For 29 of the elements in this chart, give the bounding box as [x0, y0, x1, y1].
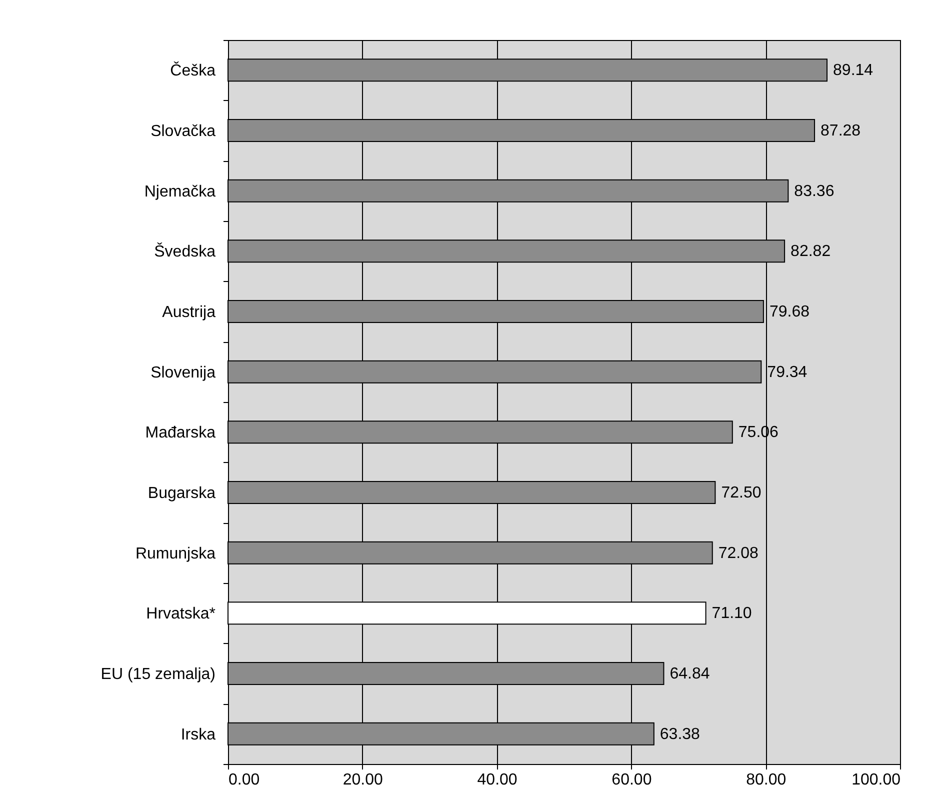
- y-tick-label: Mađarska: [145, 424, 216, 442]
- y-tick-label: EU (15 zemalja): [100, 666, 216, 683]
- y-tick-label: Češka: [170, 62, 216, 80]
- x-tick-label: 60.00: [612, 772, 652, 788]
- x-tick-label: 100.00: [852, 772, 901, 788]
- y-tick-label: Rumunjska: [135, 545, 216, 562]
- y-tick-label: Njemačka: [144, 183, 216, 200]
- data-label: 63.38: [660, 726, 700, 743]
- y-tick-label: Švedska: [154, 242, 216, 261]
- y-tick-label: Austrija: [162, 304, 216, 321]
- x-tick-label: 20.00: [342, 772, 384, 788]
- y-tick-label: Hrvatska*: [146, 606, 216, 623]
- data-label: 79.34: [767, 364, 808, 381]
- x-tick-label: 80.00: [746, 772, 786, 788]
- data-label: 83.36: [794, 182, 834, 200]
- y-tick-label: Slovenija: [150, 364, 216, 382]
- data-label: 87.28: [820, 122, 861, 140]
- y-tick-label: Slovačka: [150, 123, 216, 140]
- y-tick-label: Irska: [180, 726, 216, 744]
- data-label: 71.10: [712, 605, 752, 622]
- data-label: 72.08: [718, 544, 759, 562]
- x-tick-label: 40.00: [477, 772, 518, 788]
- data-label: 64.84: [670, 666, 710, 682]
- data-label: 79.68: [769, 304, 810, 320]
- data-label: 89.14: [833, 62, 874, 80]
- y-tick-label: Bugarska: [148, 485, 216, 502]
- x-tick-label: 0.00: [228, 772, 260, 788]
- data-label: 82.82: [790, 243, 831, 260]
- data-label: 72.50: [721, 484, 762, 502]
